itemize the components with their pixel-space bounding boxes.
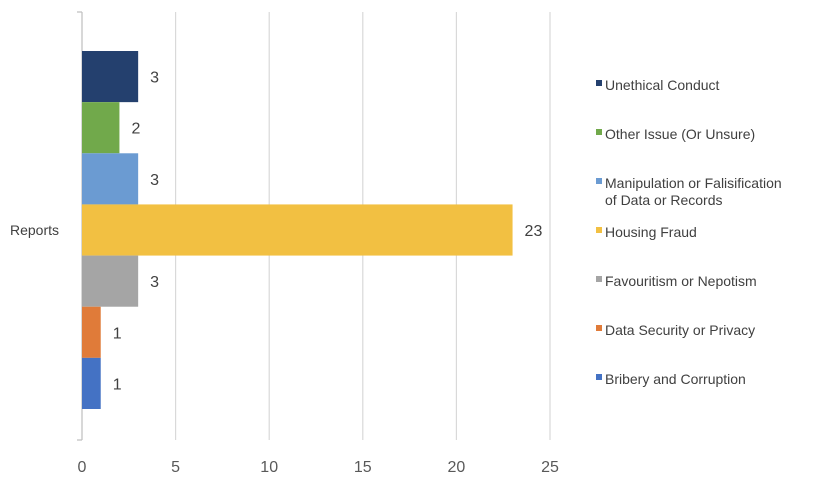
x-tick-label: 20 — [448, 459, 466, 476]
legend-label: Other Issue (Or Unsure) — [605, 126, 755, 142]
x-tick-label: 0 — [78, 459, 87, 476]
legend-swatch — [596, 178, 602, 184]
legend-swatch — [596, 80, 602, 86]
legend-swatch — [596, 276, 602, 282]
bar — [82, 51, 139, 103]
bar — [82, 255, 139, 307]
bars — [82, 51, 513, 409]
legend: Unethical Conduct Other Issue (Or Unsure)… — [596, 77, 782, 387]
x-tick-label: 10 — [260, 459, 278, 476]
legend-label: Favouritism or Nepotism — [605, 273, 757, 289]
bar — [82, 102, 120, 154]
legend-swatch — [596, 129, 602, 135]
legend-label: Unethical Conduct — [605, 77, 720, 93]
bar — [82, 306, 101, 358]
x-tick-label: 15 — [354, 459, 372, 476]
data-label: 23 — [525, 223, 543, 240]
data-label: 3 — [150, 274, 159, 291]
legend-swatch — [596, 374, 602, 380]
legend-label: Bribery and Corruption — [605, 371, 746, 387]
legend-swatch — [596, 325, 602, 331]
data-label: 1 — [113, 325, 122, 342]
data-label: 1 — [113, 376, 122, 393]
category-label: Reports — [10, 222, 59, 238]
legend-label: Housing Fraud — [605, 224, 697, 240]
bar — [82, 153, 139, 205]
legend-label: Manipulation or Falisification of Data or… — [605, 175, 782, 208]
data-label: 3 — [150, 70, 159, 87]
legend-swatch — [596, 227, 602, 233]
legend-label: Data Security or Privacy — [605, 322, 755, 338]
data-label: 2 — [131, 121, 140, 138]
x-tick-labels: 0 5 10 15 20 25 — [78, 459, 559, 476]
axes — [77, 11, 83, 441]
x-tick-label: 25 — [541, 459, 559, 476]
bar — [82, 357, 101, 409]
bar — [82, 204, 513, 256]
data-label: 3 — [150, 172, 159, 189]
x-tick-label: 5 — [171, 459, 180, 476]
